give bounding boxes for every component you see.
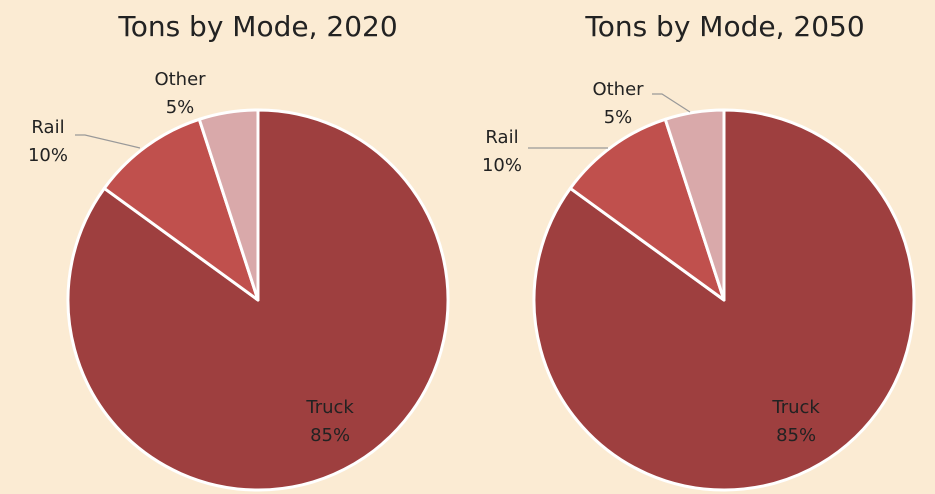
pie-slice — [568, 117, 726, 302]
slice-value-label: 85% — [310, 425, 350, 446]
pie-slice — [197, 108, 260, 302]
slice-value-label: 10% — [28, 145, 68, 166]
leader-line — [652, 93, 691, 113]
slice-label: Rail — [31, 117, 64, 138]
slice-value-label: 10% — [482, 155, 522, 176]
pie-slice — [102, 117, 260, 302]
pie-slice — [663, 108, 726, 302]
slice-label: Rail — [485, 127, 518, 148]
leader-line — [75, 134, 141, 149]
slice-label: Other — [154, 69, 206, 90]
slice-value-label: 85% — [776, 425, 816, 446]
chart-title: Tons by Mode, 2020 — [117, 10, 397, 43]
slice-label: Truck — [771, 397, 820, 418]
slice-value-label: 5% — [166, 97, 195, 118]
chart-title: Tons by Mode, 2050 — [584, 10, 864, 43]
slice-value-label: 5% — [604, 107, 633, 128]
slice-label: Truck — [305, 397, 354, 418]
slice-label: Other — [592, 79, 644, 100]
